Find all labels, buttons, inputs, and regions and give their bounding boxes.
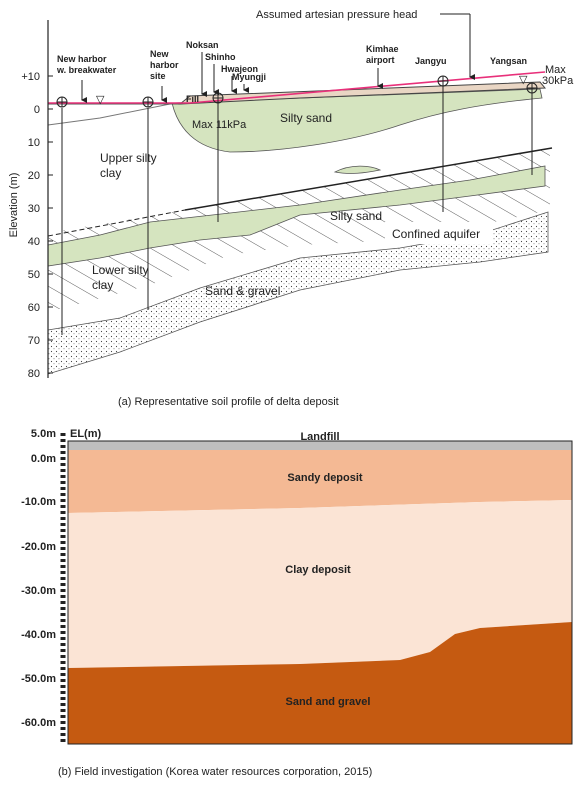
site-label: Yangsan [490,56,527,66]
upper-clay: Upper silty clay [100,151,157,180]
sand-gravel-label: Sand & gravel [205,284,280,298]
pressure-head-line [48,71,546,104]
line: clay [100,166,121,180]
tick-label: -50.0m [21,673,56,685]
tick-label: 10 [28,137,40,149]
y-ticks: +10 0 10 20 30 40 50 60 70 80 [21,71,53,380]
site-label: Jangyu [415,56,447,66]
y-ticks: 5.0m 0.0m -10.0m -20.0m -30.0m -40.0m -50.0m -6… [21,428,56,729]
tick-label: -40.0m [21,629,56,641]
line: Upper silty [100,151,157,165]
site-arrows [81,14,475,103]
tick-label: 40 [28,236,40,248]
confined-box [385,222,493,244]
pressure-head-label: Assumed artesian pressure head [256,9,417,21]
boundary [184,147,553,211]
lower-clay: Lower silty clay [92,263,149,292]
line: harbor [150,60,179,70]
tick-label: 70 [28,335,40,347]
seabed [47,103,171,126]
line: w. breakwater [56,65,117,75]
tick-label: 80 [28,368,40,380]
water-symbol: ▽ [519,74,528,86]
site-label: Kimhae airport [366,44,399,65]
unit: EL(m) [70,428,102,440]
line: New harbor [57,54,107,64]
site-label: Hwajeon [221,64,258,74]
clay-deposit [68,500,572,668]
line: Shinho [205,52,236,62]
line: Yangsan [490,56,527,66]
sandy-deposit [68,450,572,513]
fill-label: Fill [186,94,199,104]
line: clay [92,278,113,292]
site-label: New harbor w. breakwater [56,54,117,75]
sandy-label: Sandy deposit [287,472,363,484]
caption-a: (a) Representative soil profile of delta… [118,396,339,408]
landfill [68,441,572,450]
line: Noksan [186,40,219,50]
landfill-label: Landfill [300,431,339,443]
tick-label: +10 [21,71,40,83]
tick-label: -20.0m [21,541,56,553]
tick-label: 0 [34,104,40,116]
tick-label: 0.0m [31,453,56,465]
ground-surface [178,81,547,105]
line: airport [366,55,395,65]
tick-label: 30 [28,203,40,215]
line: Lower silty [92,263,149,277]
gravel-label: Sand and gravel [286,696,371,708]
line: Jangyu [415,56,447,66]
site-label: Myungji [232,72,266,82]
confined-aquifer: Confined aquifer [392,227,480,241]
tick-label: -30.0m [21,585,56,597]
clay-label: Clay deposit [285,564,351,576]
max-right: Max 30kPa [542,64,574,87]
water-symbol: ▽ [96,94,105,106]
boreholes [56,75,538,335]
line: Myungji [232,72,266,82]
tick-label: 5.0m [31,428,56,440]
line: site [150,71,166,81]
site-label: Noksan [186,40,219,50]
line: Kimhae [366,44,399,54]
panel-b: 5.0m 0.0m -10.0m -20.0m -30.0m -40.0m -50.0m -6… [21,428,573,778]
tick-label: 20 [28,170,40,182]
panel-a: ▽ ▽ +10 0 10 20 30 40 50 60 70 80 Elevation (m) A… [8,9,574,408]
tick-label: -60.0m [21,717,56,729]
max-left: Max 11kPa [192,119,247,131]
sand-gravel [47,211,549,375]
upper-silty-sand [171,88,543,153]
lower-silty-sand [47,165,546,267]
tick-label: -10.0m [21,496,56,508]
axis-label: Elevation (m) [8,173,20,238]
site-label: Shinho [205,52,236,62]
boundary-dashed [47,209,186,237]
line: New [150,49,170,59]
line: 30kPa [542,75,574,87]
line: Hwajeon [221,64,258,74]
small-lens [333,165,382,174]
silty-sand-upper: Silty sand [280,111,332,125]
line: Max [545,64,566,76]
silty-sand-lower: Silty sand [330,209,382,223]
tick-label: 50 [28,269,40,281]
caption-b: (b) Field investigation (Korea water res… [58,766,372,778]
sand-gravel [68,622,572,744]
frame [67,440,573,745]
site-label: New harbor site [150,49,179,81]
tick-label: 60 [28,302,40,314]
